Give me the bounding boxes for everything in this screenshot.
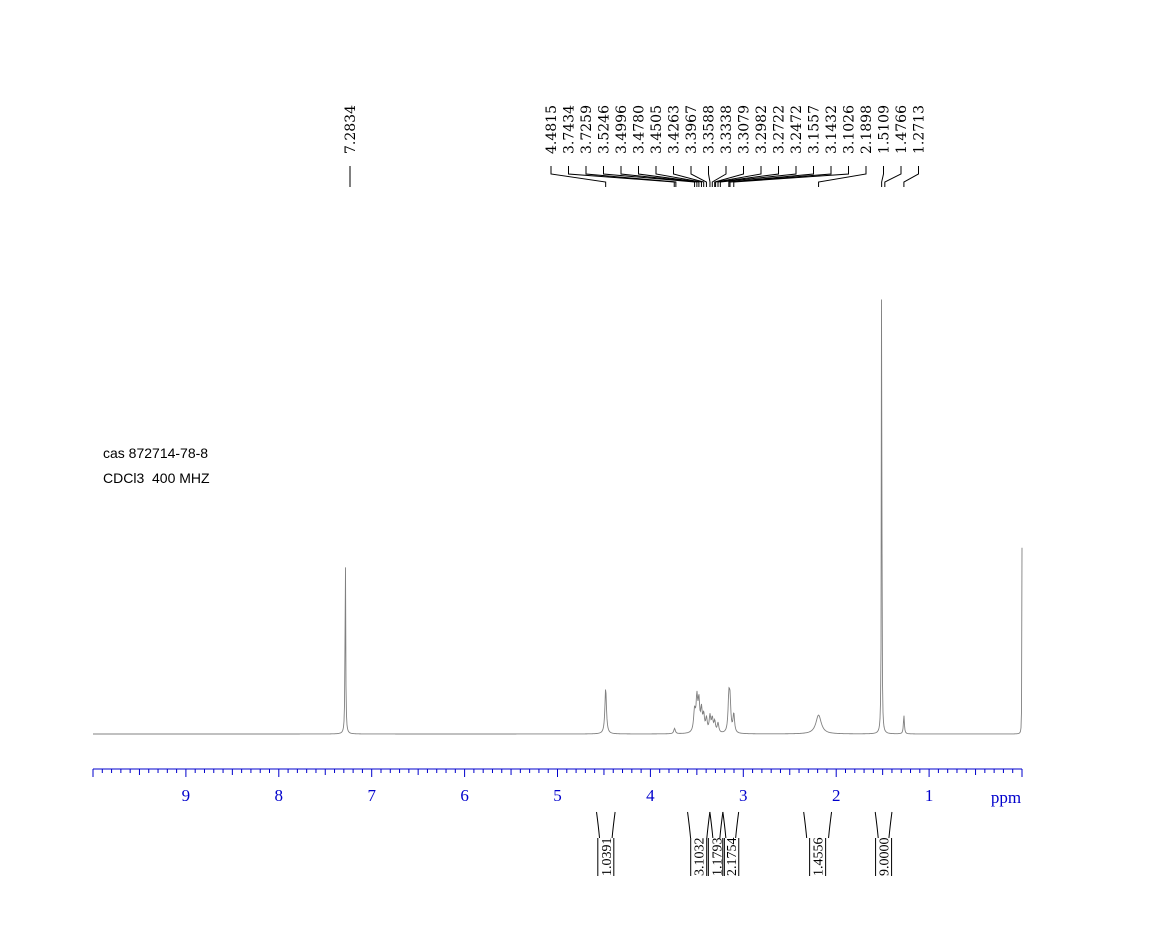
- peak-leader-line: [638, 166, 700, 187]
- peak-leader-line: [550, 166, 607, 187]
- peak-leader-line: [733, 166, 849, 187]
- peak-leader-line: [719, 166, 797, 187]
- peak-leader-line: [715, 166, 762, 187]
- integral-bracket: [874, 811, 893, 839]
- peak-leader-line: [620, 166, 698, 187]
- peak-leader-line: [585, 166, 677, 187]
- integral-value-label: 2.1754: [725, 838, 740, 877]
- axis-tick-label: 9: [182, 786, 191, 805]
- peak-leader-line: [655, 166, 702, 187]
- peak-label: 3.7259: [579, 105, 595, 154]
- axis-tick-label: 6: [460, 786, 469, 805]
- integral-value-label: 1.1793: [710, 838, 725, 877]
- integral-bracket: [722, 811, 740, 839]
- peak-label-layer: 7.2834 4.4815 3.7434 3.7259 3.5246 3.4996 3.47…: [343, 105, 928, 187]
- integral-value-label: 1.4556: [812, 838, 827, 877]
- sample-cas-label: cas 872714-78-8: [103, 445, 209, 461]
- peak-label: 1.2713: [912, 105, 928, 154]
- peak-leader-line: [714, 166, 744, 187]
- axis-tick-label: 4: [646, 786, 655, 805]
- peak-label: 7.2834: [343, 105, 359, 154]
- peak-leader-line: [568, 166, 675, 187]
- integral-bracket: [803, 811, 833, 839]
- peak-leader-line: [729, 166, 832, 187]
- integral-bracket: [709, 811, 724, 839]
- peak-leader-line: [603, 166, 696, 187]
- integral-bracket: [596, 811, 616, 839]
- peak-label: 3.2472: [789, 105, 805, 154]
- peak-label: 3.1026: [842, 105, 858, 154]
- peak-label: 2.1898: [859, 105, 875, 154]
- axis-title: ppm: [991, 788, 1021, 807]
- axis-tick-label: 8: [275, 786, 284, 805]
- peak-leader-line: [690, 166, 707, 187]
- integral-layer: 1.0391 3.1032 1.1793 2.1754 1.4556 9.0000: [596, 811, 893, 877]
- peak-label: 3.3079: [737, 105, 753, 154]
- peak-label: 3.5246: [597, 105, 613, 154]
- peak-leader-line: [673, 166, 705, 187]
- peak-leader-line: [728, 166, 814, 187]
- peak-label: 3.4996: [614, 105, 630, 154]
- peak-leader-line: [711, 166, 727, 187]
- peak-label: 3.1557: [807, 105, 823, 154]
- peak-leader-line: [818, 166, 867, 187]
- spectrum-layer: [93, 299, 1023, 735]
- integral-value-label: 1.0391: [600, 838, 615, 877]
- axis-tick-label: 2: [832, 786, 841, 805]
- peak-leader-line: [884, 166, 902, 187]
- peak-label: 3.3338: [719, 105, 735, 154]
- peak-label: 3.4505: [649, 105, 665, 154]
- axis-tick-label: 3: [739, 786, 748, 805]
- solvent-frequency-label: CDCl3 400 MHZ: [103, 470, 210, 486]
- peak-label: 3.1432: [824, 105, 840, 154]
- integral-value-label: 9.0000: [878, 838, 893, 877]
- peak-leader-line: [903, 166, 919, 187]
- integral-value-label: 3.1032: [693, 838, 708, 877]
- peak-label: 3.7434: [562, 105, 578, 154]
- spectrum-trace: [93, 299, 1023, 735]
- ppm-axis: 9 8 7 6 5 4 3 2 1 ppm: [92, 768, 1023, 807]
- peak-label: 4.4815: [544, 105, 560, 154]
- axis-tick-label: 5: [553, 786, 562, 805]
- peak-label: 1.5109: [877, 105, 893, 154]
- peak-label: 3.2722: [772, 105, 788, 154]
- peak-leader-line: [717, 166, 779, 187]
- peak-label: 3.4263: [667, 105, 683, 154]
- peak-label: 3.3588: [702, 105, 718, 154]
- peak-leader-line: [708, 166, 711, 187]
- peak-label: 3.3967: [684, 105, 700, 154]
- axis-tick-label: 1: [925, 786, 934, 805]
- peak-label: 3.4780: [632, 105, 648, 154]
- integral-bracket: [687, 811, 711, 839]
- peak-label: 1.4766: [894, 105, 910, 154]
- peak-label: 3.2982: [754, 105, 770, 154]
- peak-leader-line: [881, 166, 884, 187]
- axis-tick-label: 7: [367, 786, 376, 805]
